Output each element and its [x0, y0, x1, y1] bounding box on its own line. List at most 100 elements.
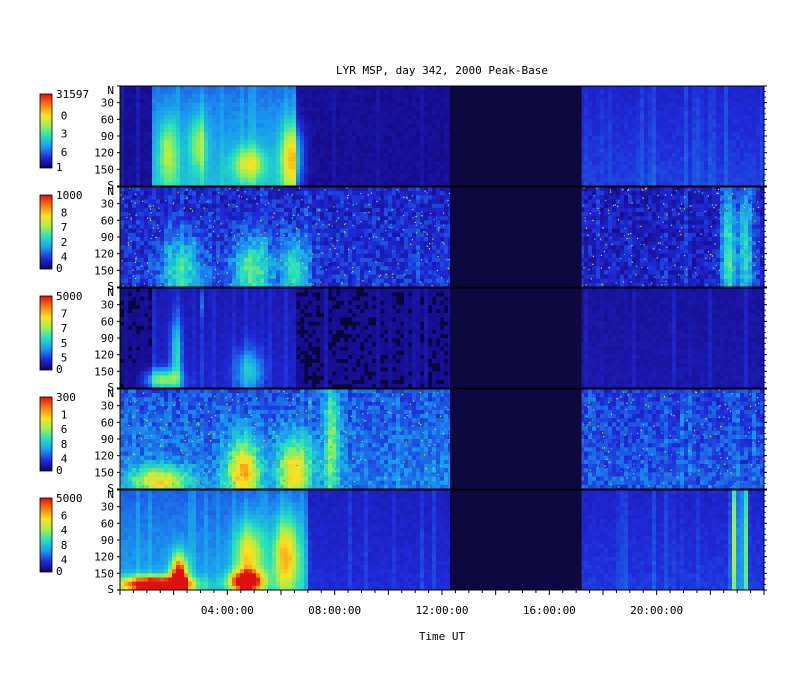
- heatmap-cell: [304, 115, 309, 120]
- heatmap-cell: [412, 270, 417, 275]
- heatmap-cell: [120, 278, 125, 284]
- heatmap-cell: [640, 177, 645, 183]
- heatmap-cell: [156, 90, 161, 95]
- heatmap-cell: [144, 212, 149, 217]
- heatmap-cell: [192, 165, 197, 170]
- heatmap-cell: [352, 270, 357, 275]
- heatmap-cell: [220, 111, 225, 116]
- heatmap-cell: [412, 274, 417, 280]
- heatmap-cell: [748, 127, 753, 133]
- heatmap-cell: [432, 156, 437, 162]
- heatmap-cell: [132, 115, 137, 120]
- heatmap-cell: [300, 90, 305, 95]
- heatmap-cell: [256, 241, 261, 246]
- heatmap-cell: [144, 111, 149, 116]
- heatmap-cell: [728, 119, 733, 124]
- heatmap-cell: [140, 173, 145, 179]
- heatmap-cell: [380, 161, 385, 166]
- heatmap-cell: [300, 216, 305, 221]
- heatmap-cell: [376, 207, 381, 213]
- heatmap-cell: [272, 165, 277, 170]
- heatmap-cell: [324, 216, 329, 221]
- heatmap-cell: [268, 266, 273, 271]
- heatmap-cell: [268, 136, 273, 141]
- heatmap-cell: [688, 152, 693, 158]
- heatmap-cell: [252, 224, 257, 230]
- heatmap-cell: [732, 131, 737, 137]
- heatmap-cell: [396, 245, 401, 250]
- heatmap-cell: [192, 90, 197, 95]
- heatmap-cell: [284, 253, 289, 259]
- heatmap-cell: [328, 187, 333, 192]
- heatmap-cell: [132, 207, 137, 213]
- heatmap-cell: [596, 106, 601, 112]
- heatmap-cell: [420, 237, 425, 242]
- heatmap-cell: [240, 177, 245, 183]
- heatmap-cell: [356, 181, 361, 187]
- heatmap-cell: [176, 98, 181, 104]
- heatmap-cell: [292, 249, 297, 255]
- heatmap-cell: [304, 203, 309, 209]
- heatmap-cell: [440, 102, 445, 108]
- heatmap-cell: [648, 111, 653, 116]
- heatmap-cell: [308, 98, 313, 104]
- heatmap-cell: [404, 94, 409, 99]
- heatmap-cell: [432, 173, 437, 179]
- heatmap-cell: [580, 90, 585, 95]
- heatmap-cell: [216, 257, 221, 263]
- heatmap-cell: [248, 249, 253, 255]
- heatmap-cell: [160, 253, 165, 259]
- heatmap-cell: [356, 274, 361, 280]
- heatmap-cell: [324, 262, 329, 267]
- heatmap-cell: [756, 127, 761, 133]
- heatmap-cell: [352, 224, 357, 230]
- heatmap-cell: [332, 86, 337, 91]
- heatmap-cell: [340, 274, 345, 280]
- heatmap-cell: [364, 144, 369, 149]
- heatmap-cell: [736, 165, 741, 170]
- heatmap-cell: [128, 169, 133, 174]
- heatmap-cell: [132, 136, 137, 141]
- heatmap-cell: [268, 195, 273, 200]
- heatmap-cell: [588, 111, 593, 116]
- heatmap-cell: [664, 123, 669, 129]
- heatmap-cell: [420, 187, 425, 192]
- heatmap-cell: [124, 165, 129, 170]
- heatmap-cell: [280, 274, 285, 280]
- heatmap-cell: [604, 111, 609, 116]
- heatmap-cell: [308, 140, 313, 145]
- heatmap-cell: [288, 98, 293, 104]
- heatmap-cell: [340, 270, 345, 275]
- heatmap-cell: [188, 274, 193, 280]
- heatmap-cell: [212, 220, 217, 225]
- heatmap-cell: [284, 106, 289, 112]
- heatmap-cell: [744, 86, 749, 91]
- heatmap-cell: [348, 216, 353, 221]
- heatmap-cell: [740, 148, 745, 154]
- heatmap-cell: [408, 156, 413, 162]
- heatmap-cell: [652, 90, 657, 95]
- heatmap-cell: [384, 203, 389, 209]
- heatmap-cell: [664, 148, 669, 154]
- heatmap-cell: [360, 257, 365, 263]
- heatmap-cell: [324, 90, 329, 95]
- heatmap-cell: [260, 232, 265, 238]
- heatmap-cell: [688, 181, 693, 187]
- heatmap-cell: [340, 212, 345, 217]
- heatmap-cell: [160, 199, 165, 205]
- heatmap-cell: [148, 224, 153, 230]
- heatmap-cell: [296, 94, 301, 99]
- heatmap-cell: [208, 161, 213, 166]
- heatmap-cell: [132, 228, 137, 234]
- heatmap-cell: [596, 177, 601, 183]
- heatmap-cell: [376, 278, 381, 284]
- heatmap-cell: [264, 195, 269, 200]
- heatmap-cell: [332, 195, 337, 200]
- heatmap-cell: [340, 152, 345, 158]
- heatmap-cell: [440, 131, 445, 137]
- heatmap-cell: [260, 266, 265, 271]
- heatmap-cell: [216, 195, 221, 200]
- heatmap-cell: [232, 224, 237, 230]
- heatmap-cell: [608, 111, 613, 116]
- heatmap-cell: [264, 136, 269, 141]
